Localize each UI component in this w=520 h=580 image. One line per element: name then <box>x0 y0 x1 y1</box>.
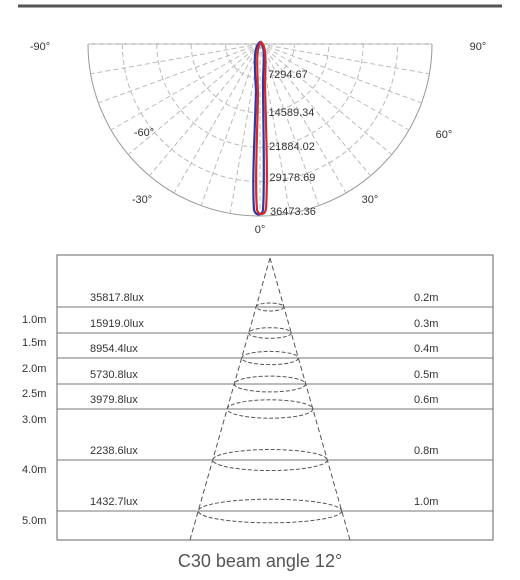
cone-diagram: 35817.8lux 0.2m 1.0m 15919.0lux 0.3m 1.5m 8954… <box>22 254 494 541</box>
radial-label: 29178.69 <box>270 172 316 184</box>
polar-spoke <box>259 43 320 206</box>
polar-spoke <box>90 43 261 75</box>
distance-label: 4.0m <box>22 464 46 476</box>
polar-spoke <box>259 43 393 155</box>
polar-spoke <box>259 43 410 131</box>
red-curve <box>255 40 268 216</box>
diameter-label: 0.4m <box>414 343 438 355</box>
beam-ellipse <box>241 350 299 366</box>
angle-label: 0° <box>255 224 266 236</box>
polar-spoke <box>110 43 261 131</box>
polar-ring <box>121 43 399 183</box>
illuminance-label: 15919.0lux <box>90 318 144 330</box>
distance-label: 1.5m <box>22 337 46 349</box>
polar-spoke <box>149 43 261 177</box>
polar-ring <box>156 43 364 148</box>
beam-ellipse <box>212 449 328 471</box>
polar-spoke <box>259 43 430 75</box>
beam-ellipse <box>248 327 292 339</box>
polar-spoke <box>259 43 422 104</box>
diameter-label: 0.2m <box>414 292 438 304</box>
beam-ellipse <box>255 302 285 312</box>
radial-label: 21884.02 <box>269 141 315 153</box>
angle-label: 60° <box>436 129 453 141</box>
illuminance-label: 5730.8lux <box>90 369 138 381</box>
distance-label: 3.0m <box>22 414 46 426</box>
distance-label: 2.5m <box>22 388 46 400</box>
caption: C30 beam angle 12° <box>178 551 342 571</box>
distance-label: 1.0m <box>22 314 46 326</box>
cone-frame <box>56 254 494 541</box>
illuminance-label: 1432.7lux <box>90 496 138 508</box>
polar-spoke <box>127 43 261 155</box>
cone-edge <box>189 257 271 541</box>
illuminance-label: 8954.4lux <box>90 343 138 355</box>
angle-label: 30° <box>362 194 379 206</box>
illuminance-label: 2238.6lux <box>90 445 138 457</box>
illuminance-label: 3979.8lux <box>90 394 138 406</box>
polar-spoke <box>259 43 371 177</box>
polar-spoke <box>98 43 261 104</box>
distance-label: 2.0m <box>22 363 46 375</box>
diameter-label: 0.6m <box>414 394 438 406</box>
illuminance-label: 35817.8lux <box>90 292 144 304</box>
radial-label: 14589.34 <box>269 107 315 119</box>
polar-spoke <box>259 43 347 194</box>
polar-spoke <box>173 43 261 194</box>
angle-label: -90° <box>30 41 50 53</box>
beam-ellipse <box>233 375 307 393</box>
diameter-label: 1.0m <box>414 496 438 508</box>
beam-ellipse <box>197 498 343 524</box>
angle-label: -30° <box>132 194 152 206</box>
polar-spoke <box>200 43 261 206</box>
radial-label: 7294.67 <box>268 69 308 81</box>
diameter-label: 0.5m <box>414 369 438 381</box>
diameter-label: 0.8m <box>414 445 438 457</box>
distance-label: 5.0m <box>22 515 46 527</box>
radial-label: 36473.36 <box>270 206 316 218</box>
diameter-label: 0.3m <box>414 318 438 330</box>
angle-label: 90° <box>470 41 487 53</box>
cone-edge <box>269 257 351 541</box>
polar-ring <box>225 43 295 79</box>
angle-label: -60° <box>134 127 154 139</box>
beam-ellipse <box>226 399 314 419</box>
